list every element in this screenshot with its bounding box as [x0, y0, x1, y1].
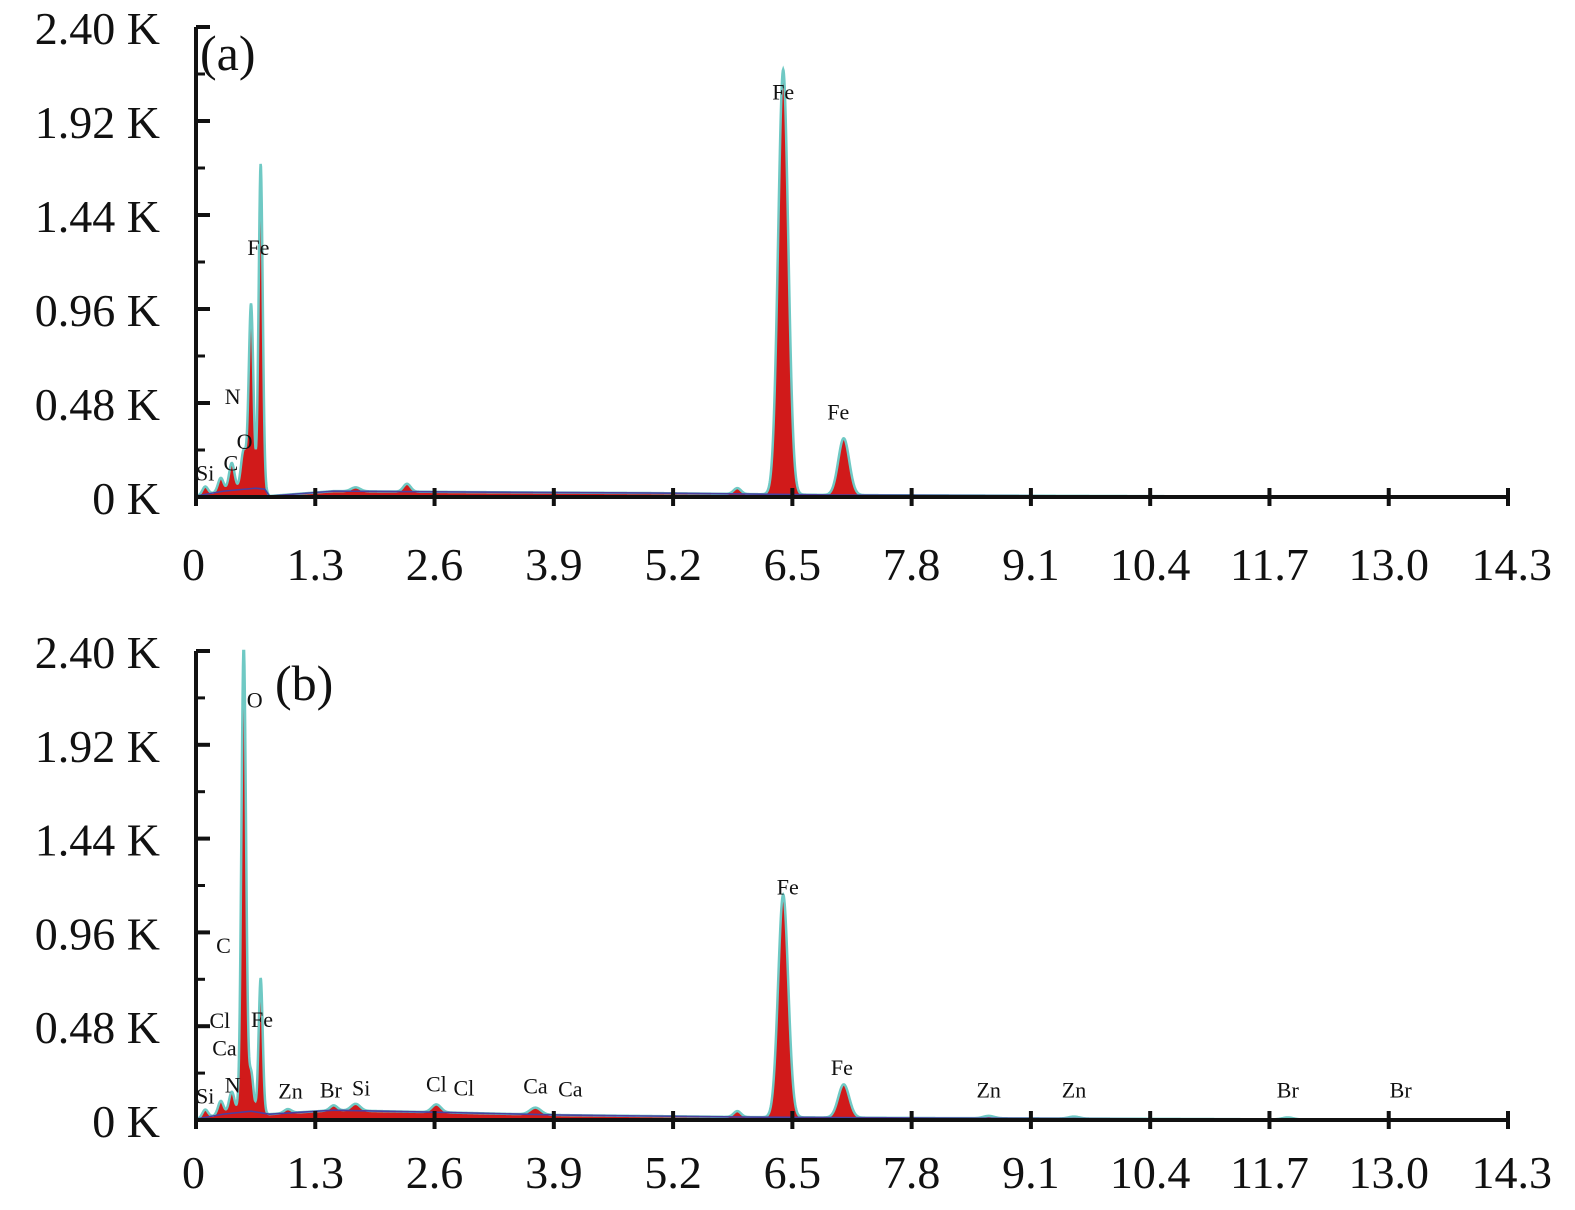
x-tick-label: 2.6 [406, 1147, 464, 1198]
x-tick-label: 11.7 [1230, 1147, 1309, 1198]
y-tick-label: 0.48 K [35, 379, 160, 430]
y-tick-label: 0 K [92, 1096, 160, 1147]
x-tick-label: 9.1 [1002, 539, 1060, 590]
x-tick-label: 5.2 [644, 1147, 702, 1198]
peak-label: Zn [278, 1079, 302, 1104]
y-tick-label: 2.40 K [35, 3, 160, 54]
peak-label: Br [1277, 1078, 1300, 1103]
peak-label: Fe [777, 874, 799, 899]
x-tick-label: 6.5 [764, 1147, 822, 1198]
x-tick-label: 14.3 [1472, 1147, 1553, 1198]
peak-label: Si [196, 1083, 214, 1108]
peak-label: Ca [558, 1077, 583, 1102]
y-tick-label: 1.92 K [35, 721, 160, 772]
x-tick-label: 3.9 [525, 1147, 583, 1198]
peak-label: Fe [831, 1055, 853, 1080]
panel-a: 0 1.3 2.6 3.9 5.2 6.5 7.8 9.1 10.4 11.7 13.0 14.3 0 … [35, 3, 1552, 590]
x-tick-label: 10.4 [1110, 539, 1191, 590]
peak-label: C [216, 933, 231, 958]
peak-label: Br [1390, 1078, 1413, 1103]
peak-label: Fe [251, 1007, 273, 1032]
x-tick-label: 2.6 [406, 539, 464, 590]
peak-label: Si [196, 460, 214, 485]
y-tick-label: 1.44 K [35, 191, 160, 242]
y-tick-label: 2.40 K [35, 627, 160, 678]
panel-label: (b) [275, 655, 333, 711]
peak-label: N [225, 384, 241, 409]
spectrum-outline [195, 65, 1417, 499]
peak-label: Fe [247, 235, 269, 260]
peak-label: O [247, 688, 263, 713]
x-tick-label: 14.3 [1472, 539, 1553, 590]
peak-label: Br [320, 1078, 343, 1103]
x-tick-label: 1.3 [287, 539, 345, 590]
peak-label: Fe [827, 400, 849, 425]
peak-label: Cl [426, 1072, 447, 1097]
y-tick-label: 0 K [92, 473, 160, 524]
y-tick-label: 0.96 K [35, 285, 160, 336]
x-tick-label: 7.8 [883, 1147, 941, 1198]
spectrum-fill [196, 651, 1417, 1120]
peak-label: Si [352, 1076, 370, 1101]
x-tick-label: 11.7 [1230, 539, 1309, 590]
spectrum-fill [196, 69, 1417, 497]
y-tick-label: 1.92 K [35, 97, 160, 148]
y-tick-label: 0.96 K [35, 908, 160, 959]
x-tick-label: 0 [182, 1147, 205, 1198]
peak-label: Fe [772, 79, 794, 104]
peak-label: N [225, 1073, 241, 1098]
x-tick-label: 13.0 [1348, 1147, 1429, 1198]
spectrum-outline [195, 649, 1417, 1122]
peak-label: Ca [523, 1074, 548, 1099]
y-tick-label: 1.44 K [35, 815, 160, 866]
x-tick-label: 7.8 [883, 539, 941, 590]
x-tick-label: 0 [182, 539, 205, 590]
panel-b: 0 1.3 2.6 3.9 5.2 6.5 7.8 9.1 10.4 11.7 13.0 14.3 0 … [35, 627, 1552, 1198]
peak-label: Zn [1062, 1078, 1086, 1103]
peak-label: Cl [454, 1076, 475, 1101]
panel-label: (a) [200, 25, 256, 81]
peak-label: Zn [976, 1078, 1000, 1103]
x-tick-label: 10.4 [1110, 1147, 1191, 1198]
peak-label: O [237, 429, 253, 454]
peak-label: Cl [209, 1008, 230, 1033]
peak-label: C [224, 451, 239, 476]
x-tick-label: 13.0 [1348, 539, 1429, 590]
peak-label: Ca [212, 1036, 237, 1061]
x-tick-label: 9.1 [1002, 1147, 1060, 1198]
y-tick-label: 0.48 K [35, 1002, 160, 1053]
x-tick-label: 6.5 [764, 539, 822, 590]
x-tick-label: 5.2 [644, 539, 702, 590]
x-tick-label: 3.9 [525, 539, 583, 590]
x-tick-label: 1.3 [287, 1147, 345, 1198]
